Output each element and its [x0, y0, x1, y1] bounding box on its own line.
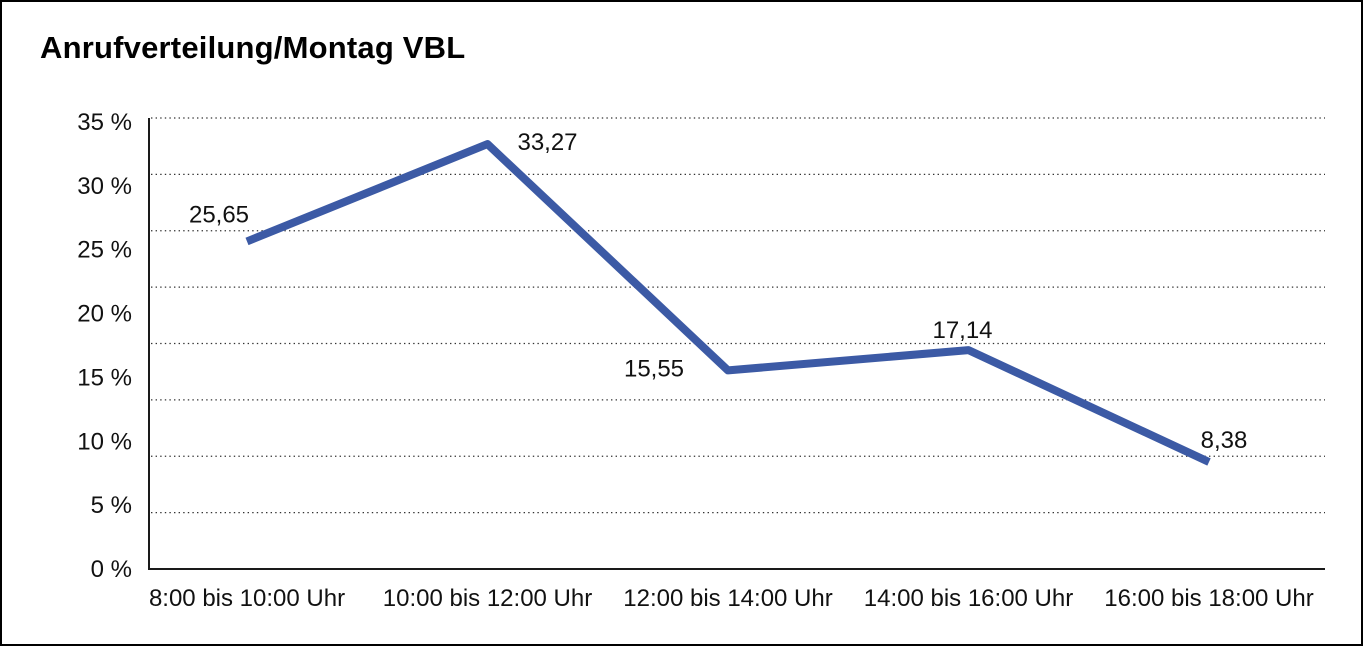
y-axis-label: 15 %	[77, 364, 132, 391]
data-point-label: 17,14	[932, 317, 992, 344]
gridlines	[151, 117, 1325, 514]
data-point-labels: 25,65 33,27 15,55 17,14 8,38	[189, 129, 1247, 454]
y-axis-label: 35 %	[77, 109, 132, 136]
data-point-label: 8,38	[1201, 427, 1248, 454]
x-axis-label: 16:00 bis 18:00 Uhr	[1104, 585, 1313, 612]
x-axis-label: 10:00 bis 12:00 Uhr	[383, 585, 592, 612]
y-axis-label: 20 %	[77, 301, 132, 328]
data-point-label: 15,55	[624, 355, 684, 382]
x-axis-label: 8:00 bis 10:00 Uhr	[149, 585, 345, 612]
data-point-label: 25,65	[189, 201, 249, 228]
chart-title: Anrufverteilung/Montag VBL	[40, 30, 466, 65]
series-line	[245, 140, 1211, 466]
axes	[148, 118, 1325, 570]
x-axis-labels: 8:00 bis 10:00 Uhr 10:00 bis 12:00 Uhr 12:…	[149, 585, 1314, 612]
series-line-group	[245, 140, 1211, 466]
x-axis-label: 14:00 bis 16:00 Uhr	[864, 585, 1073, 612]
y-axis-label: 10 %	[77, 428, 132, 455]
y-axis-label: 25 %	[77, 237, 132, 264]
y-axis-label: 30 %	[77, 173, 132, 200]
x-axis-label: 12:00 bis 14:00 Uhr	[623, 585, 832, 612]
y-axis-label: 0 %	[91, 556, 132, 583]
data-point-label: 33,27	[517, 129, 577, 156]
y-axis-labels: 35 % 30 % 25 % 20 % 15 % 10 % 5 % 0 %	[77, 109, 132, 583]
y-axis-label: 5 %	[91, 492, 132, 519]
